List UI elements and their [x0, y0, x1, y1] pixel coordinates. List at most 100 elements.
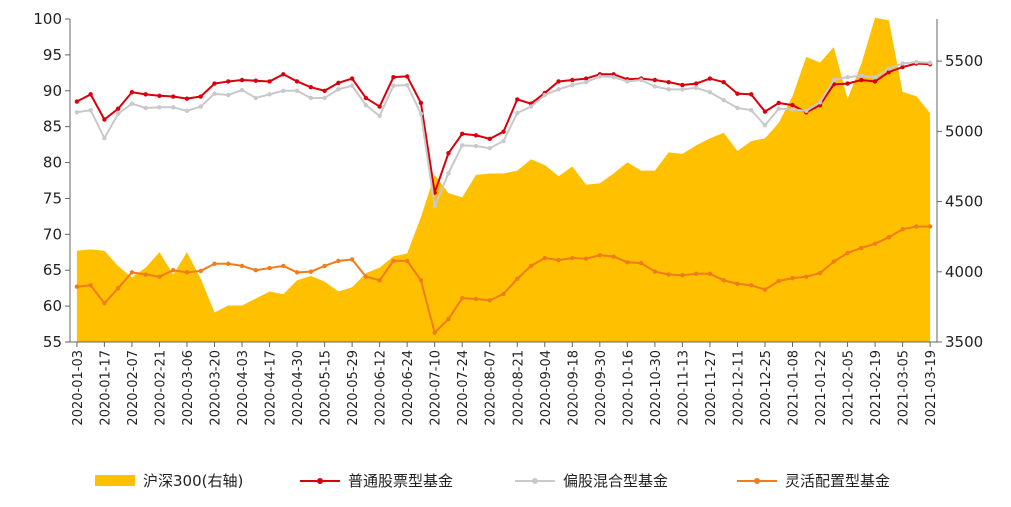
data-point [749, 107, 754, 113]
data-point [611, 74, 616, 80]
data-point [872, 241, 878, 246]
data-point [680, 87, 685, 92]
data-point [583, 76, 589, 81]
data-point [707, 90, 713, 95]
x-tick-label: 2021-02-19 [869, 350, 884, 426]
data-point [487, 146, 492, 151]
left-tick-label: 95 [43, 46, 62, 64]
data-point [735, 281, 740, 287]
data-point [872, 79, 878, 84]
data-point [143, 272, 148, 277]
data-point [666, 87, 671, 92]
data-point [349, 257, 355, 262]
data-point [583, 79, 589, 85]
data-point [281, 263, 286, 269]
data-point [831, 77, 836, 83]
data-point [528, 104, 534, 109]
data-point [239, 87, 245, 93]
data-point [157, 105, 162, 110]
data-point [129, 90, 135, 95]
data-point [143, 92, 148, 97]
data-point [363, 102, 369, 108]
data-point [652, 84, 658, 89]
legend-label: 灵活配置型基金 [785, 472, 890, 490]
data-point [845, 81, 850, 86]
legend-swatch [95, 475, 135, 486]
data-point [212, 261, 217, 266]
data-point [184, 108, 190, 114]
data-point [336, 258, 341, 264]
legend-label: 偏股混合型基金 [563, 472, 668, 490]
data-point [886, 235, 892, 240]
left-tick-label: 90 [43, 82, 62, 100]
data-point [267, 92, 272, 97]
data-point [74, 110, 80, 115]
data-point [542, 255, 547, 261]
data-point [693, 271, 699, 277]
data-point [693, 81, 699, 86]
data-point [460, 143, 465, 148]
right-tick-label: 3500 [945, 333, 983, 351]
data-point [404, 258, 410, 264]
data-point [542, 92, 547, 98]
data-point [363, 95, 369, 101]
data-point [501, 129, 506, 134]
data-point [556, 87, 561, 92]
data-point [749, 92, 754, 97]
x-tick-label: 2021-01-08 [787, 350, 802, 426]
data-point [886, 69, 892, 75]
x-tick-label: 2020-04-17 [264, 350, 279, 426]
data-point [804, 108, 809, 114]
area-series-layer [76, 17, 931, 343]
data-point [253, 95, 258, 101]
left-tick-label: 75 [43, 189, 62, 207]
data-point [762, 123, 768, 128]
data-point [184, 96, 190, 101]
left-tick-label: 65 [43, 261, 62, 279]
x-tick-label: 2020-06-24 [401, 350, 416, 426]
data-point [680, 82, 685, 88]
data-point [749, 283, 754, 288]
legend-marker [532, 478, 538, 484]
data-point [226, 79, 231, 84]
data-point [157, 274, 162, 279]
data-point [308, 95, 314, 101]
data-point [845, 250, 850, 256]
data-point [336, 87, 341, 92]
data-point [226, 261, 231, 266]
data-point [859, 77, 864, 83]
data-point [294, 79, 300, 84]
data-point [198, 104, 203, 109]
data-point [363, 274, 369, 279]
x-tick-label: 2020-08-21 [511, 350, 526, 426]
data-point [171, 94, 176, 99]
data-point [721, 278, 726, 283]
data-point [432, 330, 437, 335]
x-tick-label: 2020-11-13 [676, 350, 691, 426]
legend-label: 普通股票型基金 [348, 472, 453, 490]
x-tick-label: 2020-11-27 [704, 350, 719, 426]
x-tick-label: 2020-05-15 [319, 350, 334, 426]
data-point [707, 271, 713, 277]
data-point [239, 77, 245, 83]
right-tick-label: 5500 [945, 52, 983, 70]
x-tick-label: 2020-04-03 [236, 350, 251, 426]
data-point [226, 92, 231, 98]
data-point [487, 136, 492, 142]
data-point [817, 270, 823, 276]
right-tick-label: 5000 [945, 122, 983, 140]
data-point [322, 95, 327, 101]
data-point [115, 106, 121, 111]
x-tick-label: 2020-07-10 [429, 350, 444, 426]
data-point [418, 278, 424, 283]
data-point [900, 64, 905, 70]
left-tick-label: 70 [43, 225, 62, 243]
data-point [597, 252, 603, 258]
data-point [473, 133, 479, 138]
data-point [570, 77, 575, 83]
data-point [501, 291, 506, 297]
data-point [611, 254, 616, 259]
data-point [845, 74, 850, 80]
data-point [886, 66, 892, 71]
